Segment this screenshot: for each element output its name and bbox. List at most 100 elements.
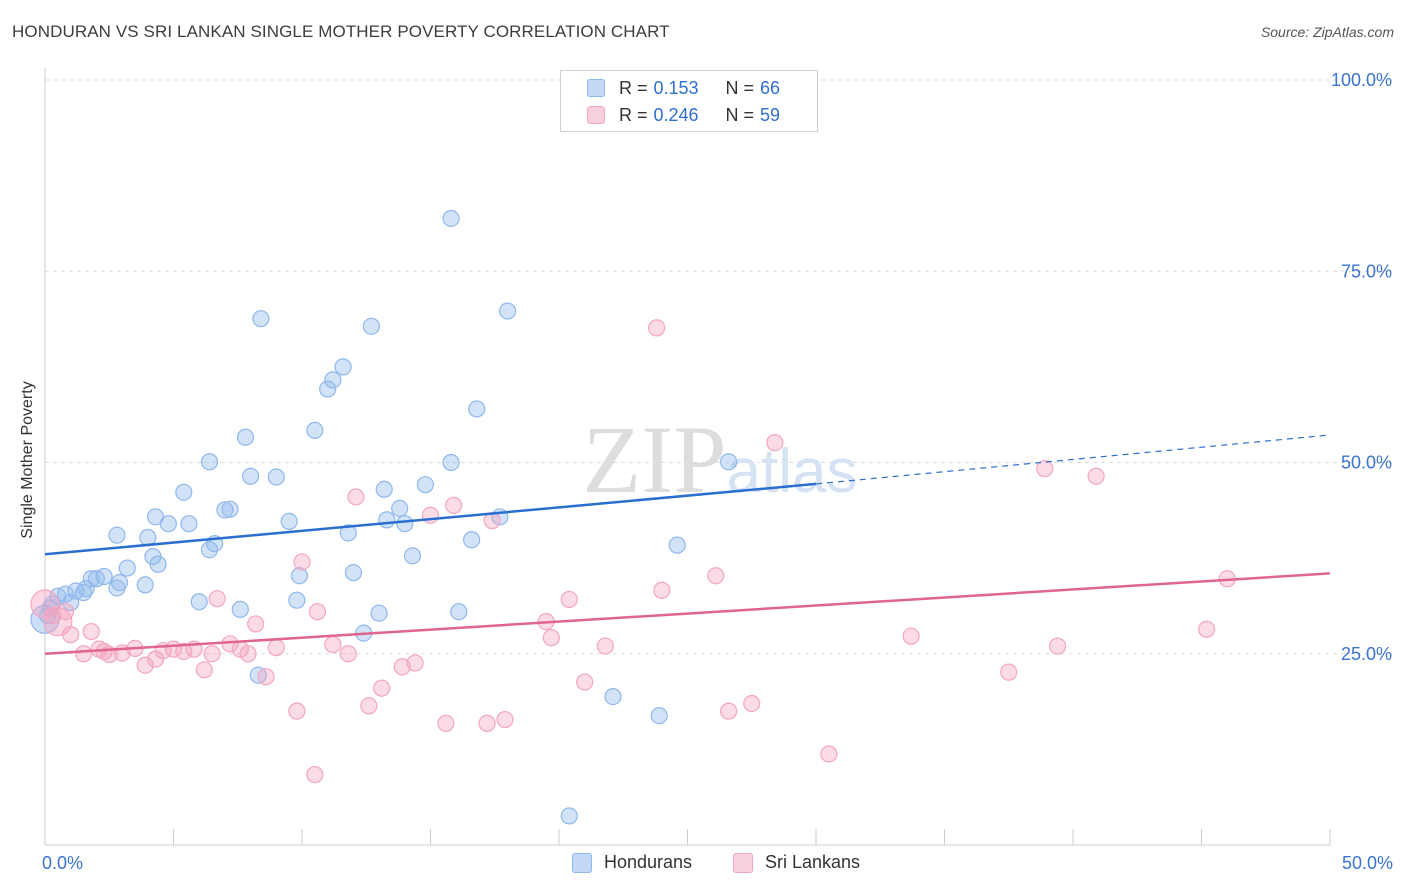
stats-legend: R = 0.153 N = 66 R = 0.246 N = 59 bbox=[560, 70, 818, 132]
data-point bbox=[416, 476, 434, 494]
data-point bbox=[221, 500, 239, 518]
legend-row-sri-lankans: R = 0.246 N = 59 bbox=[587, 104, 780, 126]
data-point bbox=[370, 604, 388, 622]
data-point bbox=[653, 581, 671, 599]
data-point bbox=[56, 585, 75, 603]
data-point bbox=[252, 310, 270, 328]
data-point bbox=[180, 515, 198, 533]
data-point bbox=[288, 702, 306, 720]
data-point bbox=[247, 615, 265, 633]
r-label: R = bbox=[619, 77, 648, 98]
data-point bbox=[360, 697, 378, 715]
data-point bbox=[216, 501, 234, 519]
data-point bbox=[74, 645, 93, 663]
data-point bbox=[44, 606, 62, 625]
trend-line-extension bbox=[815, 434, 1331, 485]
data-point bbox=[396, 515, 414, 533]
data-point bbox=[403, 547, 422, 565]
data-point bbox=[56, 603, 75, 621]
data-point bbox=[334, 358, 352, 376]
legend-swatch-sri-lankans bbox=[733, 852, 753, 873]
data-point bbox=[288, 591, 306, 609]
trend-line-sri-lankans bbox=[44, 572, 1331, 655]
data-point bbox=[496, 710, 514, 729]
data-point bbox=[175, 483, 193, 501]
x-tick-label: 50.0% bbox=[1342, 853, 1393, 873]
data-point bbox=[442, 209, 460, 228]
data-point bbox=[74, 583, 93, 602]
data-point bbox=[175, 642, 193, 661]
n-label: N = bbox=[725, 77, 755, 98]
r-value: 0.153 bbox=[653, 77, 699, 98]
data-point bbox=[306, 421, 324, 439]
data-point bbox=[1048, 637, 1067, 655]
data-point bbox=[242, 467, 260, 485]
data-point bbox=[478, 714, 496, 732]
legend-row-hondurans: R = 0.153 N = 66 bbox=[587, 77, 780, 99]
n-value: 59 bbox=[760, 104, 781, 125]
data-point bbox=[324, 371, 342, 389]
data-point bbox=[596, 637, 614, 655]
data-point bbox=[195, 661, 213, 679]
axes bbox=[44, 68, 1331, 846]
data-point bbox=[445, 496, 463, 514]
data-point bbox=[82, 622, 100, 641]
data-point bbox=[421, 506, 440, 524]
trend-line-hondurans bbox=[44, 482, 817, 556]
data-point bbox=[306, 766, 324, 784]
data-point bbox=[308, 603, 327, 621]
data-point bbox=[324, 635, 342, 654]
data-point bbox=[208, 590, 226, 608]
data-point bbox=[136, 656, 154, 674]
data-point bbox=[542, 629, 560, 647]
data-point bbox=[136, 576, 154, 594]
data-point bbox=[1198, 620, 1216, 638]
legend-item-sri-lankans[interactable]: Sri Lankans bbox=[733, 852, 860, 873]
data-point bbox=[344, 564, 362, 582]
data-point bbox=[375, 480, 393, 498]
tick-labels: 25.0% 50.0% 75.0% 100.0% 0.0% 50.0% bbox=[42, 70, 1393, 873]
data-point bbox=[1000, 663, 1018, 681]
data-point bbox=[139, 528, 157, 547]
n-label: N = bbox=[725, 104, 755, 125]
series-legend: Hondurans Sri Lankans bbox=[0, 852, 1406, 878]
data-point bbox=[743, 694, 761, 713]
data-point bbox=[576, 673, 594, 691]
data-point bbox=[203, 645, 221, 663]
data-point bbox=[267, 639, 285, 657]
series-hondurans bbox=[30, 209, 738, 825]
data-point bbox=[1036, 460, 1054, 478]
data-point bbox=[450, 603, 468, 621]
data-point bbox=[820, 745, 838, 763]
legend-label-sri-lankans: Sri Lankans bbox=[765, 852, 861, 872]
data-point bbox=[560, 590, 578, 609]
data-point bbox=[373, 679, 391, 697]
data-point bbox=[200, 453, 219, 471]
legend-label-hondurans: Hondurans bbox=[604, 852, 693, 872]
data-point bbox=[118, 559, 136, 577]
data-point bbox=[319, 380, 337, 398]
y-tick-label: 25.0% bbox=[1341, 644, 1392, 664]
data-point bbox=[648, 319, 666, 337]
data-point bbox=[604, 687, 622, 706]
data-point bbox=[347, 488, 365, 506]
data-point bbox=[239, 645, 257, 663]
data-point bbox=[149, 555, 167, 573]
y-tick-label: 100.0% bbox=[1331, 70, 1392, 90]
data-point bbox=[902, 627, 920, 645]
data-point bbox=[650, 707, 668, 725]
legend-swatch-hondurans bbox=[587, 79, 605, 97]
data-point bbox=[362, 317, 380, 335]
data-point bbox=[378, 511, 396, 529]
data-point bbox=[62, 626, 80, 644]
legend-swatch-sri-lankans bbox=[587, 106, 605, 124]
chart-title: HONDURAN VS SRI LANKAN SINGLE MOTHER POV… bbox=[12, 22, 670, 41]
data-point bbox=[146, 508, 165, 526]
data-point bbox=[95, 567, 113, 586]
legend-item-hondurans[interactable]: Hondurans bbox=[572, 852, 692, 873]
data-point bbox=[82, 570, 100, 588]
data-point bbox=[108, 526, 126, 544]
data-point bbox=[406, 654, 424, 672]
y-axis-label: Single Mother Poverty bbox=[19, 381, 36, 539]
